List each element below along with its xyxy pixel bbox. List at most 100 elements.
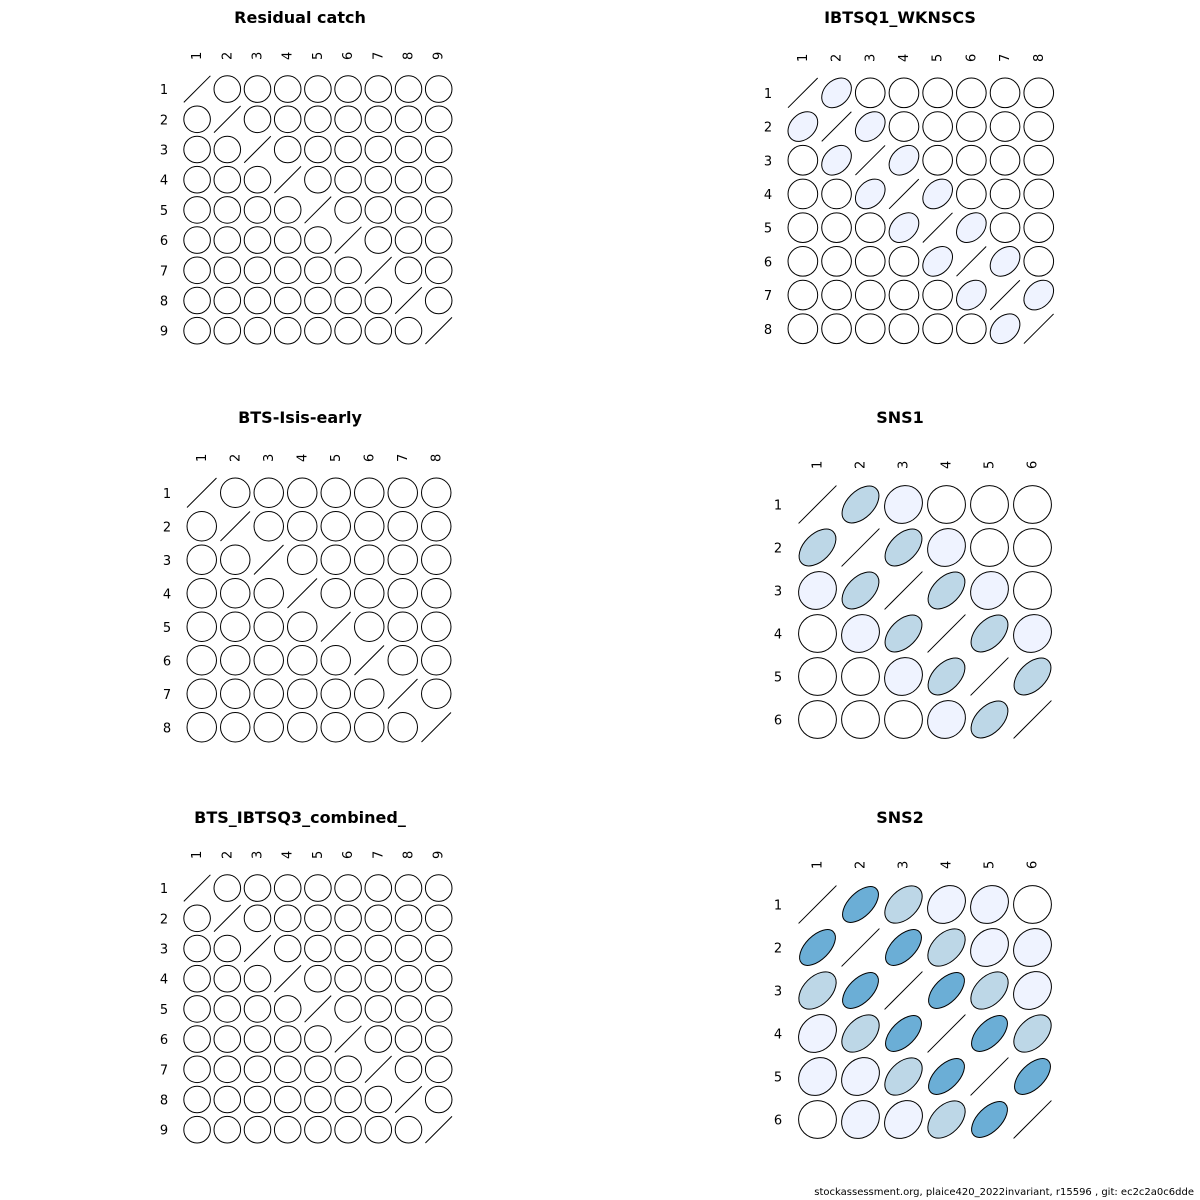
column-label: 1 bbox=[811, 461, 826, 469]
correlation-ellipse bbox=[1023, 111, 1055, 142]
column-label: 9 bbox=[432, 52, 447, 60]
correlation-ellipse bbox=[253, 578, 284, 609]
correlation-ellipse bbox=[956, 279, 987, 311]
column-label: 4 bbox=[940, 861, 955, 869]
correlation-ellipse bbox=[394, 1025, 423, 1053]
correlation-ellipse bbox=[354, 712, 385, 743]
correlation-ellipse bbox=[922, 313, 953, 345]
diagonal-mark bbox=[841, 928, 880, 967]
column-label: 3 bbox=[863, 54, 878, 62]
correlation-ellipse bbox=[334, 286, 362, 315]
correlation-ellipse bbox=[387, 477, 418, 508]
diagonal-mark bbox=[394, 1085, 423, 1114]
correlation-ellipse bbox=[364, 1115, 393, 1144]
correlation-ellipse bbox=[424, 964, 453, 993]
correlation-ellipse bbox=[884, 700, 923, 739]
column-label: 3 bbox=[897, 461, 912, 469]
correlation-ellipse bbox=[1014, 1058, 1051, 1095]
correlation-ellipse bbox=[304, 1085, 332, 1114]
correlation-ellipse bbox=[243, 165, 272, 194]
correlation-ellipse bbox=[927, 485, 966, 524]
correlation-panel-3: BTS-Isis-early 1 1 2 2 3 3 4 4 5 5 6 6 7 7 8 8 bbox=[163, 408, 452, 743]
correlation-ellipse bbox=[888, 111, 920, 142]
correlation-ellipse bbox=[424, 75, 453, 103]
column-label: 3 bbox=[251, 52, 266, 60]
diagonal-mark bbox=[970, 657, 1009, 696]
correlation-ellipse bbox=[243, 256, 272, 285]
row-label: 1 bbox=[764, 87, 772, 102]
correlation-ellipse bbox=[287, 511, 318, 542]
correlation-ellipse bbox=[354, 678, 385, 709]
correlation-ellipse bbox=[821, 77, 852, 109]
row-label: 2 bbox=[774, 942, 782, 957]
correlation-ellipse bbox=[922, 279, 953, 311]
column-label: 8 bbox=[402, 52, 417, 60]
correlation-ellipse bbox=[424, 1025, 453, 1053]
correlation-ellipse bbox=[927, 571, 966, 610]
correlation-ellipse bbox=[213, 964, 242, 993]
correlation-ellipse bbox=[1013, 571, 1052, 610]
correlation-ellipse bbox=[186, 578, 217, 609]
correlation-ellipse bbox=[334, 135, 362, 164]
correlation-ellipse bbox=[186, 678, 217, 709]
correlation-ellipse bbox=[387, 544, 418, 575]
correlation-ellipse bbox=[841, 700, 880, 739]
column-label: 3 bbox=[897, 861, 912, 869]
correlation-ellipse bbox=[888, 212, 920, 243]
correlation-ellipse bbox=[220, 645, 251, 676]
correlation-ellipse bbox=[320, 544, 351, 575]
correlation-ellipse bbox=[989, 111, 1021, 142]
diagonal-mark bbox=[798, 885, 837, 924]
diagonal-mark bbox=[394, 286, 423, 315]
correlation-ellipse bbox=[273, 1025, 302, 1053]
correlation-ellipse bbox=[220, 712, 251, 743]
correlation-ellipse bbox=[354, 544, 385, 575]
correlation-ellipse bbox=[989, 77, 1021, 109]
correlation-ellipse bbox=[1013, 614, 1052, 653]
column-label: 8 bbox=[1032, 54, 1047, 62]
diagonal-mark bbox=[888, 178, 920, 210]
correlation-ellipse bbox=[821, 212, 852, 243]
correlation-ellipse bbox=[334, 196, 362, 224]
correlation-ellipse bbox=[273, 316, 302, 345]
correlation-ellipse bbox=[387, 645, 418, 676]
row-label: 9 bbox=[160, 325, 168, 340]
correlation-ellipse bbox=[928, 972, 965, 1009]
correlation-ellipse bbox=[798, 700, 837, 739]
column-label: 2 bbox=[220, 851, 235, 859]
correlation-ellipse bbox=[243, 964, 272, 993]
row-label: 9 bbox=[160, 1124, 168, 1139]
correlation-ellipse bbox=[213, 874, 242, 902]
correlation-ellipse bbox=[424, 135, 453, 164]
row-label: 1 bbox=[160, 83, 168, 98]
column-label: 8 bbox=[429, 454, 444, 462]
column-label: 7 bbox=[371, 851, 386, 859]
correlation-ellipse bbox=[304, 964, 332, 993]
correlation-ellipse bbox=[798, 1014, 837, 1053]
diagonal-mark bbox=[213, 105, 241, 133]
correlation-ellipse bbox=[273, 105, 302, 134]
correlation-ellipse bbox=[798, 971, 837, 1010]
correlation-ellipse bbox=[956, 77, 987, 109]
correlation-ellipse bbox=[394, 934, 423, 963]
correlation-ellipse bbox=[213, 1115, 242, 1144]
correlation-ellipse bbox=[304, 105, 332, 134]
correlation-ellipse bbox=[243, 196, 272, 224]
row-label: 7 bbox=[160, 264, 168, 279]
column-label: 3 bbox=[262, 454, 277, 462]
correlation-ellipse bbox=[971, 1101, 1008, 1138]
correlation-ellipse bbox=[364, 964, 393, 993]
correlation-ellipse bbox=[421, 511, 452, 542]
row-label: 6 bbox=[160, 234, 168, 249]
correlation-ellipse bbox=[213, 286, 242, 315]
diagonal-mark bbox=[821, 111, 852, 142]
diagonal-mark bbox=[304, 995, 332, 1023]
correlation-ellipse bbox=[387, 578, 418, 609]
correlation-ellipse bbox=[183, 904, 211, 933]
column-label: 8 bbox=[402, 851, 417, 859]
correlation-ellipse bbox=[364, 135, 393, 164]
correlation-ellipse bbox=[183, 995, 211, 1023]
column-label: 7 bbox=[371, 52, 386, 60]
diagonal-mark bbox=[855, 145, 886, 176]
